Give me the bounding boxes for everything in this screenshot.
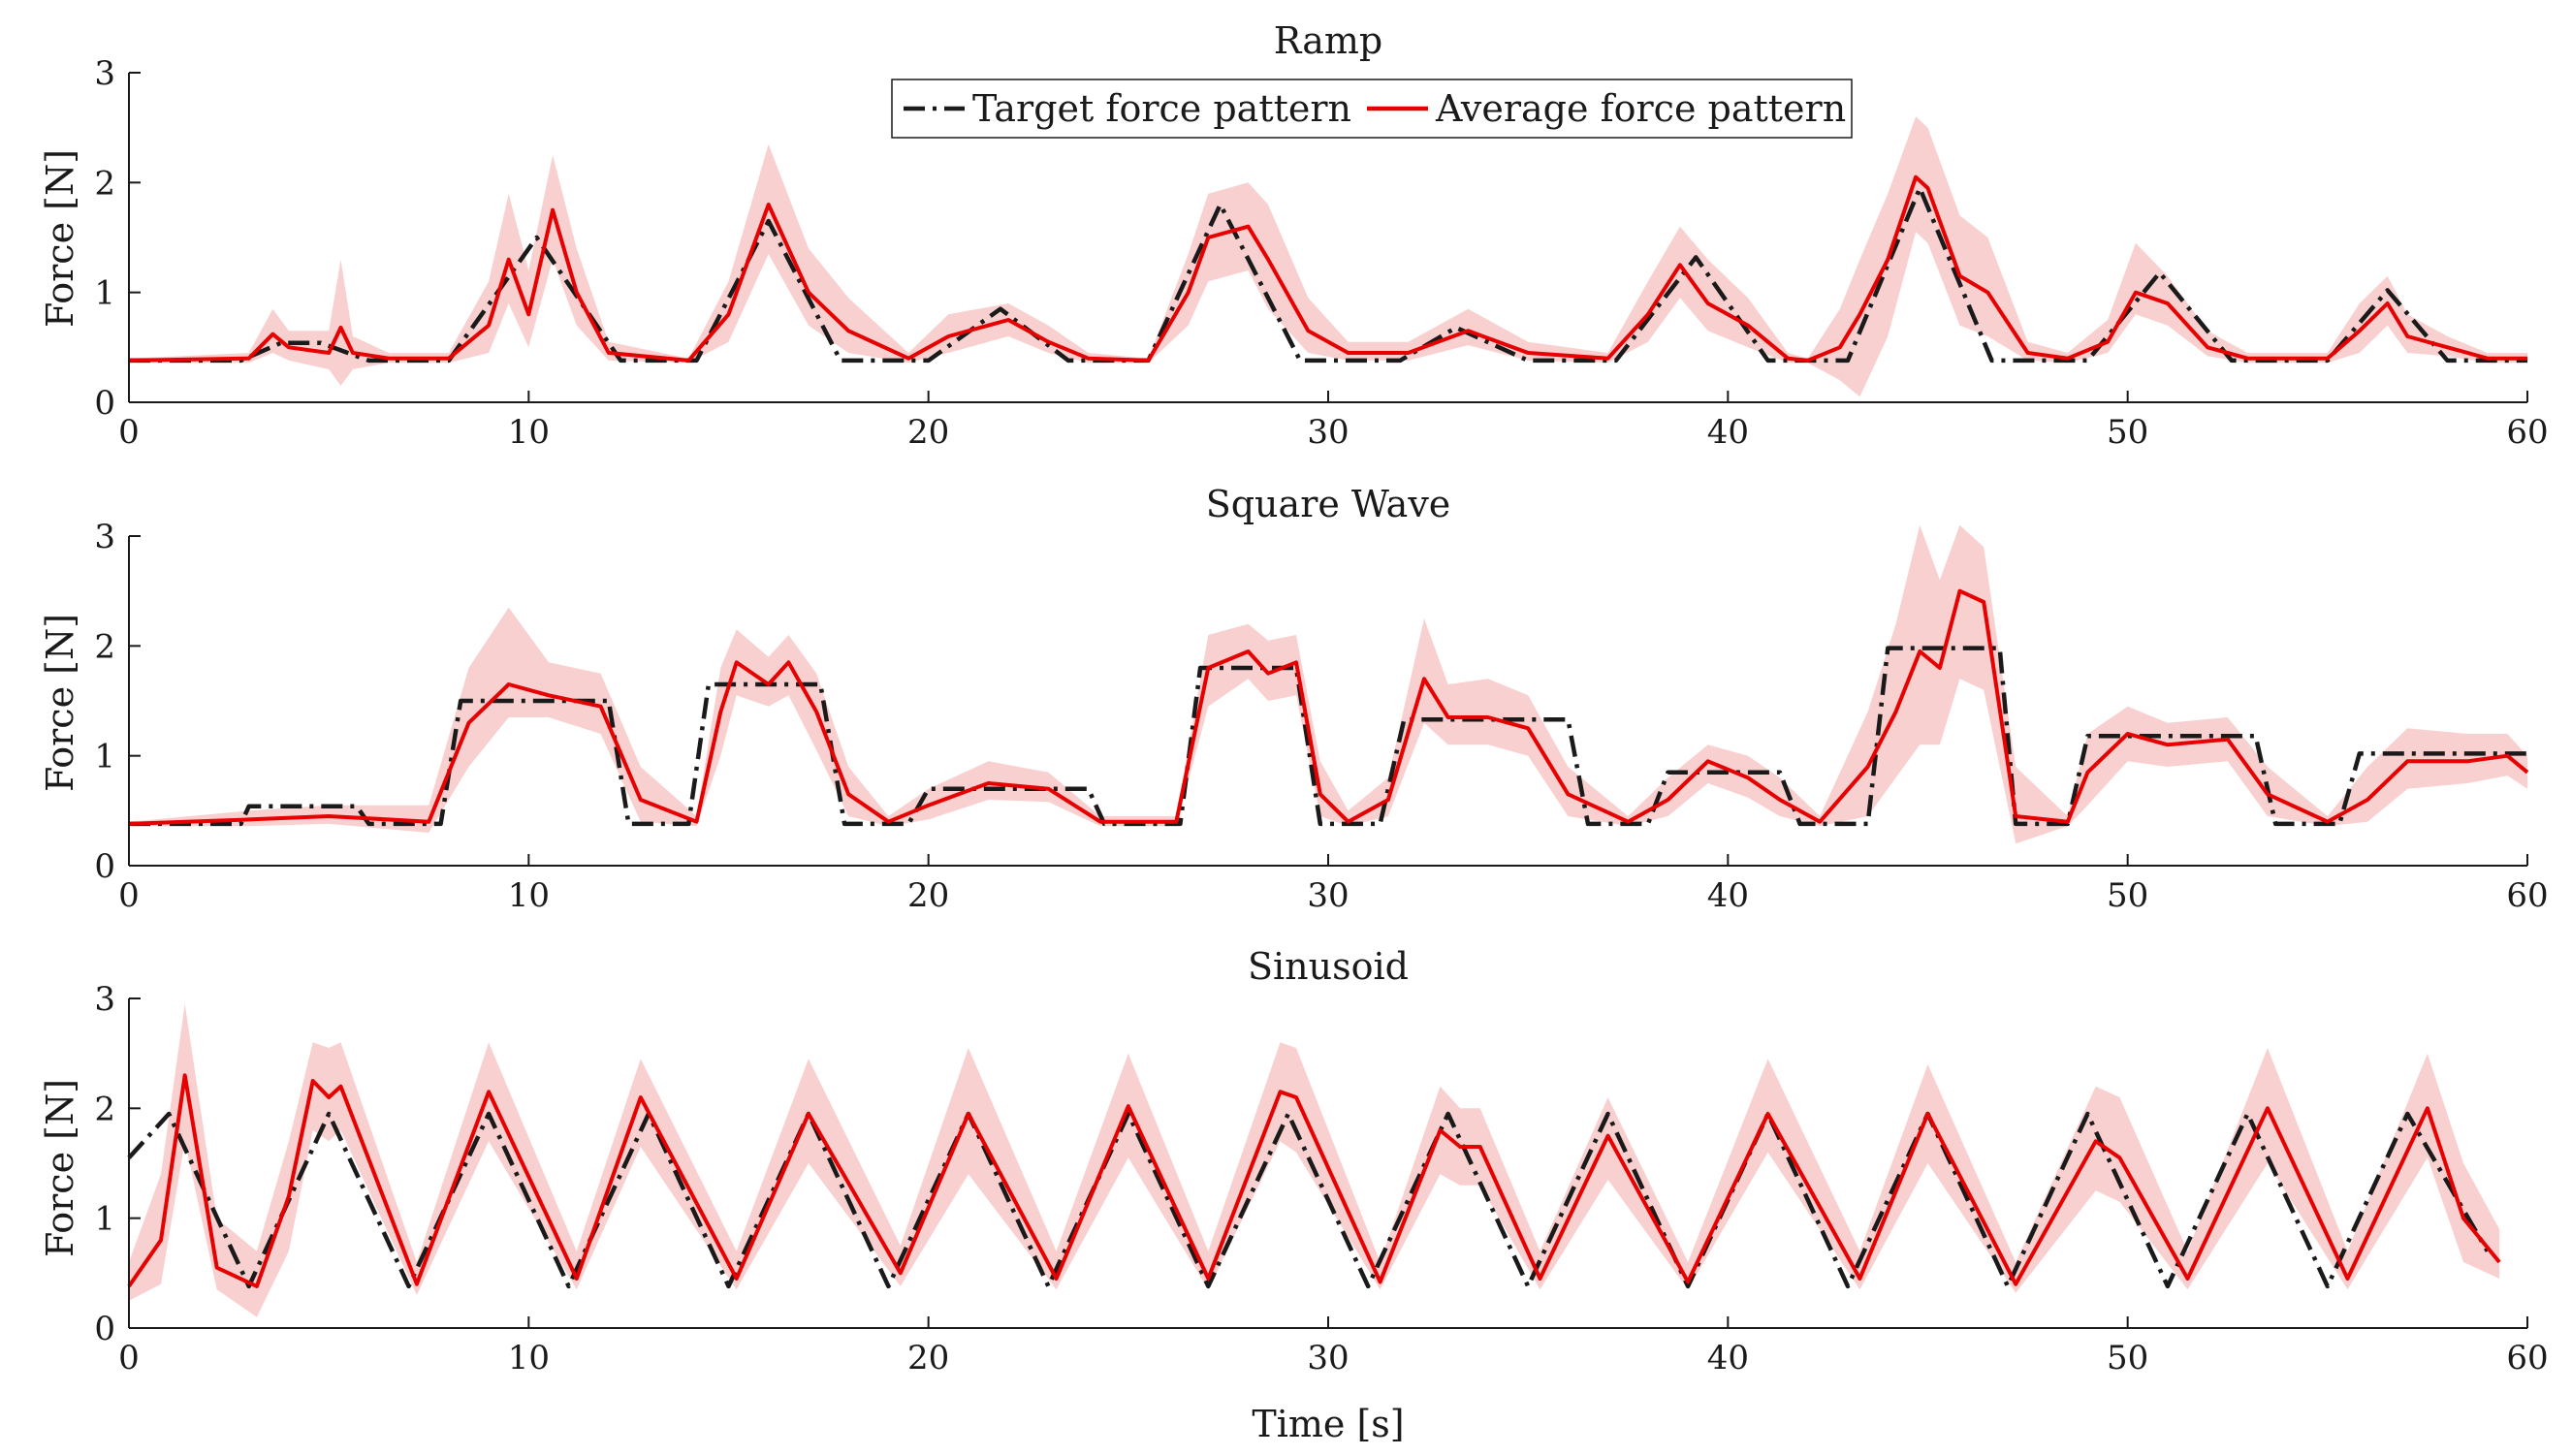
square-wave-panel: Square Wave Force [N] 0 10 20 30 40 50 60 0 1 2 3 — [39, 483, 2549, 915]
ramp-average-line — [128, 174, 2527, 363]
sinusoid-title: Sinusoid — [1248, 945, 1409, 988]
ramp-panel: Ramp Force [N] 0 10 20 30 40 50 60 0 1 2 3 — [39, 19, 2549, 452]
sinusoid-x-tick-label: 10 — [508, 1339, 550, 1377]
square-wave-variability-band — [129, 524, 2527, 844]
legend-target-label: Target force pattern — [972, 87, 1351, 130]
square-wave-title: Square Wave — [1206, 483, 1451, 525]
ramp-x-tick-label: 40 — [1707, 413, 1749, 452]
sinusoid-x-tick-label: 0 — [118, 1339, 140, 1377]
ramp-x-tick-label: 60 — [2506, 413, 2548, 452]
sinusoid-target-line — [127, 1111, 2490, 1289]
sinusoid-x-tick-label: 30 — [1307, 1339, 1349, 1377]
ramp-x-tick-label: 30 — [1307, 413, 1349, 452]
square-wave-y-tick-label: 0 — [94, 847, 115, 886]
sinusoid-x-tick-label: 60 — [2506, 1339, 2548, 1377]
sinusoid-ylabel: Force [N] — [39, 1079, 81, 1257]
sinusoid-y-tick-label: 2 — [94, 1090, 115, 1128]
square-wave-x-tick-label: 20 — [907, 876, 949, 915]
ramp-ylabel: Force [N] — [39, 149, 81, 328]
sinusoid-y-tick-label: 1 — [94, 1200, 115, 1239]
square-wave-target-line — [129, 646, 2527, 827]
square-wave-x-tick-label: 0 — [118, 876, 140, 915]
square-wave-x-tick-label: 40 — [1707, 876, 1749, 915]
ramp-y-tick-label: 2 — [94, 164, 115, 203]
sinusoid-variability-band — [129, 1003, 2500, 1317]
square-wave-y-tick-label: 3 — [94, 518, 115, 556]
square-wave-x-tick-label: 50 — [2107, 876, 2148, 915]
sinusoid-y-tick-label: 3 — [94, 980, 115, 1019]
sinusoid-panel: Sinusoid Force [N] 0 10 20 30 40 50 60 0 1 2 3 — [39, 945, 2549, 1377]
legend-average-label: Average force pattern — [1435, 87, 1846, 130]
sinusoid-x-tick-label: 50 — [2107, 1339, 2148, 1377]
square-wave-average-line — [128, 588, 2529, 826]
square-wave-y-tick-label: 1 — [94, 738, 115, 776]
sinusoid-average-line — [127, 1073, 2501, 1288]
square-wave-y-tick-label: 2 — [94, 627, 115, 666]
square-wave-x-tick-label: 30 — [1307, 876, 1349, 915]
square-wave-x-tick-label: 60 — [2506, 876, 2548, 915]
ramp-y-tick-label: 3 — [94, 54, 115, 93]
legend: Target force pattern Average force patte… — [891, 79, 1853, 139]
sinusoid-x-tick-label: 20 — [907, 1339, 949, 1377]
ramp-title: Ramp — [1274, 19, 1383, 62]
ramp-y-tick-label: 1 — [94, 274, 115, 313]
ramp-x-tick-label: 20 — [907, 413, 949, 452]
x-axis-label: Time [s] — [1252, 1403, 1404, 1445]
ramp-x-tick-label: 10 — [508, 413, 550, 452]
ramp-x-tick-label: 50 — [2107, 413, 2148, 452]
sinusoid-y-tick-label: 0 — [94, 1310, 115, 1348]
square-wave-x-tick-label: 10 — [508, 876, 550, 915]
ramp-target-line — [129, 185, 2527, 364]
ramp-y-tick-label: 0 — [94, 384, 115, 423]
square-wave-ylabel: Force [N] — [39, 614, 81, 792]
sinusoid-x-tick-label: 40 — [1707, 1339, 1749, 1377]
ramp-x-tick-label: 0 — [118, 413, 140, 452]
